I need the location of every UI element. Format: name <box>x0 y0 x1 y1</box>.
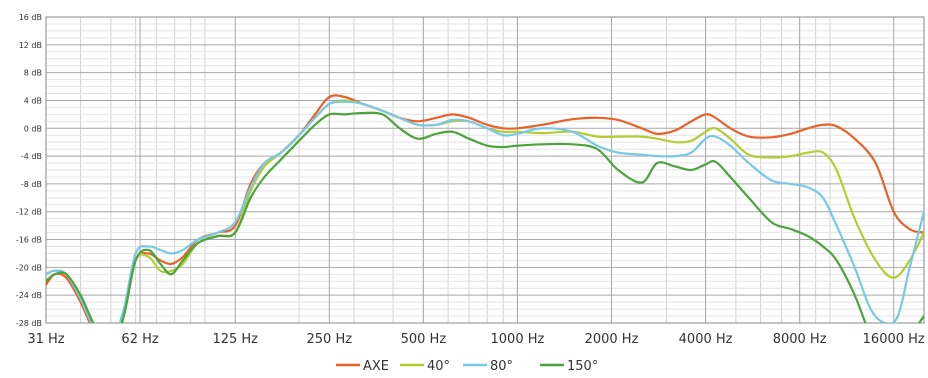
x-tick-label: 16000 Hz <box>863 332 925 347</box>
y-tick-label: 0 dB <box>24 124 42 133</box>
x-tick-label: 1000 Hz <box>491 332 545 347</box>
y-tick-label: -8 dB <box>21 180 42 189</box>
x-tick-label: 8000 Hz <box>773 332 827 347</box>
legend-label: 40° <box>427 359 450 374</box>
y-tick-label: -12 dB <box>16 208 42 217</box>
response-curves <box>46 94 924 323</box>
x-axis-tick-labels: 31 Hz 62 Hz 125 Hz 250 Hz 500 Hz 1000 Hz 2000 … <box>27 332 925 347</box>
y-tick-label: -20 dB <box>16 263 42 272</box>
x-tick-label: 500 Hz <box>401 332 447 347</box>
y-axis-tick-labels: 16 dB 12 dB 8 dB 4 dB 0 dB -4 dB -8 dB -12 dB -1… <box>16 13 42 328</box>
plot-frame <box>45 16 925 324</box>
y-tick-label: -28 dB <box>16 319 42 328</box>
y-tick-label: 8 dB <box>24 69 42 78</box>
y-tick-label: 16 dB <box>19 13 42 22</box>
y-tick-label: -16 dB <box>16 236 42 245</box>
series-line-2 <box>46 100 924 323</box>
x-tick-label: 125 Hz <box>212 332 258 347</box>
minor-gridlines <box>46 17 925 323</box>
y-tick-label: 4 dB <box>24 96 42 105</box>
series-line-3 <box>46 111 924 323</box>
y-tick-label: -4 dB <box>21 152 42 161</box>
y-tick-label: 12 dB <box>19 41 42 50</box>
x-tick-label: 250 Hz <box>307 332 353 347</box>
x-tick-label: 62 Hz <box>121 332 158 347</box>
x-tick-label: 4000 Hz <box>679 332 733 347</box>
series-line-0 <box>46 94 924 323</box>
x-tick-label: 31 Hz <box>27 332 64 347</box>
legend-label: AXE <box>363 359 389 374</box>
legend: AXE 40° 80° 150° <box>336 359 598 374</box>
legend-label: 150° <box>567 359 598 374</box>
legend-label: 80° <box>490 359 513 374</box>
x-tick-label: 2000 Hz <box>585 332 639 347</box>
y-tick-label: -24 dB <box>16 291 42 300</box>
